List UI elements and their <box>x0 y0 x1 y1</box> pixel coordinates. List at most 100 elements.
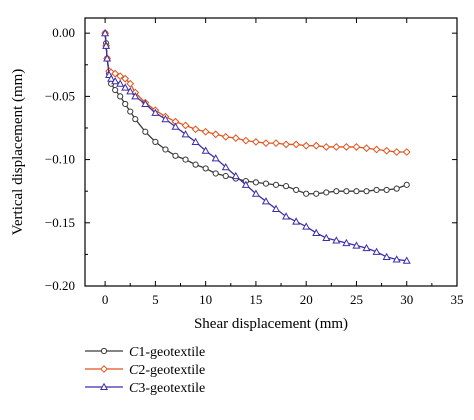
data-point <box>212 170 219 177</box>
data-point <box>172 152 179 159</box>
data-point <box>162 146 169 153</box>
data-point <box>282 212 291 220</box>
data-point <box>231 171 240 180</box>
x-axis: 0 5 10 15 20 25 30 35 <box>102 18 464 307</box>
data-point <box>211 154 220 162</box>
data-point <box>191 137 200 145</box>
legend-item-3: C3-geotextile <box>85 381 205 396</box>
series-layer <box>101 28 411 264</box>
data-point <box>122 100 129 108</box>
data-point <box>126 87 135 95</box>
data-point <box>126 79 135 88</box>
data-point <box>201 146 210 154</box>
data-point <box>383 186 390 194</box>
data-point <box>362 144 371 153</box>
data-point <box>272 181 280 188</box>
x-tick-label: 10 <box>199 292 212 307</box>
data-point <box>282 140 290 149</box>
data-point <box>343 188 350 195</box>
series-line <box>104 33 407 153</box>
data-point <box>312 228 321 236</box>
legend-label-prefix: C <box>129 381 139 396</box>
y-axis: 0.00 −0.05 −0.10 −0.15 −0.20 <box>45 25 457 293</box>
data-point <box>302 141 311 150</box>
legend-swatch-marker <box>100 365 108 373</box>
data-point <box>353 188 360 195</box>
series-1 <box>102 30 410 197</box>
legend-swatch-marker <box>100 347 108 355</box>
data-point <box>302 222 311 230</box>
data-point <box>332 143 341 151</box>
data-point <box>127 108 134 115</box>
data-point <box>282 183 290 190</box>
data-point <box>402 256 411 264</box>
legend-label: C2-geotextile <box>129 363 205 378</box>
data-point <box>121 74 130 83</box>
legend-swatch-marker <box>99 382 109 391</box>
data-point <box>262 180 270 187</box>
data-point <box>131 92 140 100</box>
data-point <box>222 172 229 180</box>
y-tick-label: −0.10 <box>45 152 75 167</box>
data-point <box>272 139 280 148</box>
data-point <box>132 116 139 123</box>
data-point <box>392 148 401 156</box>
data-point <box>372 247 381 255</box>
data-point <box>221 132 230 141</box>
y-tick-label: −0.05 <box>45 88 75 103</box>
x-tick-label: 25 <box>350 292 363 307</box>
data-point <box>362 243 371 252</box>
legend-label-prefix: C <box>129 363 139 378</box>
data-point <box>373 186 380 194</box>
legend-label: C3-geotextile <box>129 381 205 396</box>
data-point <box>322 233 331 242</box>
data-point <box>323 189 330 196</box>
x-tick-label: 15 <box>249 292 262 307</box>
legend-label: C1-geotextile <box>129 345 205 360</box>
data-point <box>352 241 361 249</box>
data-point <box>142 128 149 135</box>
data-point <box>107 74 116 82</box>
data-point <box>121 83 130 91</box>
y-tick-label: 0.00 <box>52 25 75 40</box>
plot-frame <box>84 17 458 287</box>
data-point <box>111 69 120 78</box>
data-point <box>261 197 271 205</box>
data-point <box>116 79 125 87</box>
legend-item-2: C2-geotextile <box>85 363 205 378</box>
data-point <box>402 148 411 156</box>
data-point <box>372 145 381 154</box>
data-point <box>116 72 125 81</box>
data-point <box>191 125 200 134</box>
data-point <box>342 143 351 151</box>
data-point <box>312 141 321 150</box>
y-axis-title: Vertical displacement (mm) <box>10 69 26 236</box>
data-point <box>403 181 410 188</box>
data-point <box>102 41 111 49</box>
data-point <box>313 190 320 197</box>
data-point <box>252 179 260 186</box>
data-point <box>161 114 170 123</box>
data-point <box>303 190 310 197</box>
data-point <box>241 136 250 145</box>
data-point <box>202 165 209 172</box>
legend-label-prefix: C <box>129 345 139 360</box>
legend-label-suffix: -geotextile <box>145 345 205 360</box>
legend-label-number: 1 <box>138 345 145 360</box>
data-point <box>271 204 281 212</box>
data-point <box>322 143 331 151</box>
series-3 <box>101 28 411 264</box>
data-point <box>221 162 230 171</box>
data-point <box>332 236 341 244</box>
data-point <box>393 185 400 192</box>
data-point <box>252 137 260 146</box>
data-point <box>141 99 150 108</box>
x-tick-label: 5 <box>152 292 159 307</box>
legend-label-suffix: -geotextile <box>145 363 205 378</box>
data-point <box>292 140 301 149</box>
data-point <box>111 76 120 85</box>
data-point <box>352 143 361 151</box>
data-point <box>192 161 199 168</box>
x-axis-title: Shear displacement (mm) <box>194 316 348 332</box>
data-point <box>382 146 391 155</box>
